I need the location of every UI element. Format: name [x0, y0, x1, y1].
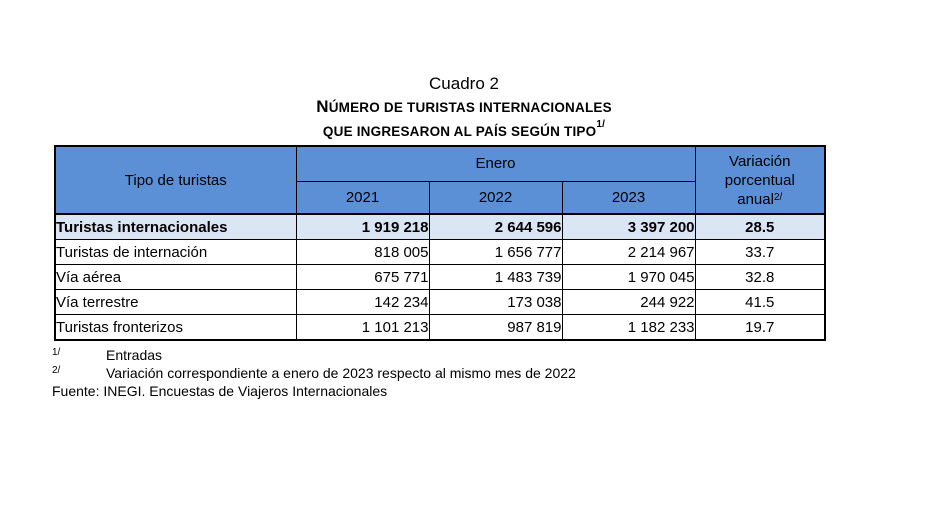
caption-title-line2: QUE INGRESARON AL PAÍS SEGÚN TIPO1/: [322, 119, 606, 139]
row-label: Turistas de internación: [54, 239, 297, 265]
row-label: Vía aérea: [54, 264, 297, 290]
cell-2022: 173 038: [428, 289, 563, 315]
cell-2023: 244 922: [561, 289, 696, 315]
header-year-2023: 2023: [561, 180, 696, 215]
row-label: Turistas fronterizos: [54, 314, 297, 341]
table-row: Turistas fronterizos 1 101 213 987 819 1…: [54, 314, 826, 341]
row-label: Turistas internacionales: [54, 213, 297, 240]
cell-2023: 3 397 200: [561, 213, 696, 240]
footnote-1: 1/ Entradas: [52, 346, 387, 364]
cell-2021: 142 234: [295, 289, 430, 315]
header-year-2021: 2021: [295, 180, 430, 215]
table-row: Vía terrestre 142 234 173 038 244 922 41…: [54, 289, 826, 315]
cell-2021: 1 919 218: [295, 213, 430, 240]
header-tipo: Tipo de turistas: [54, 145, 297, 215]
cell-variacion: 28.5: [694, 213, 826, 240]
table-row: Turistas de internación 818 005 1 656 77…: [54, 239, 826, 265]
cell-variacion: 32.8: [694, 264, 826, 290]
header-variacion: Variación porcentual anual2/: [694, 145, 826, 215]
footnote-2: 2/ Variación correspondiente a enero de …: [52, 364, 576, 382]
cell-2021: 818 005: [295, 239, 430, 265]
cell-2022: 987 819: [428, 314, 563, 341]
footnotes: 1/ Entradas 2/ Variación correspondiente…: [52, 346, 576, 400]
cell-2022: 2 644 596: [428, 213, 563, 240]
footnote-marker: 2/: [52, 365, 61, 376]
header-enero: Enero: [295, 145, 696, 182]
cell-2023: 1 970 045: [561, 264, 696, 290]
caption-number: Cuadro 2: [429, 74, 499, 93]
footnote-marker: 1/: [52, 347, 61, 358]
cell-2021: 675 771: [295, 264, 430, 290]
cell-variacion: 33.7: [694, 239, 826, 265]
cell-variacion: 19.7: [694, 314, 826, 341]
tourists-table: Tipo de turistas Enero Variación porcent…: [54, 145, 827, 341]
footnote-text: Entradas: [106, 347, 163, 363]
caption-title-line1: NÚMERO DE TURISTAS INTERNACIONALES: [316, 97, 612, 116]
footnote-ref-1: 1/: [596, 119, 606, 130]
table-row: Turistas internacionales 1 919 218 2 644…: [54, 213, 826, 240]
header-year-2022: 2022: [428, 180, 563, 215]
row-label: Vía terrestre: [54, 289, 297, 315]
footnote-text: Variación correspondiente a enero de 202…: [106, 365, 576, 381]
cell-2023: 2 214 967: [561, 239, 696, 265]
table-row: Vía aérea 675 771 1 483 739 1 970 045 32…: [54, 264, 826, 290]
cell-2021: 1 101 213: [295, 314, 430, 341]
cell-2022: 1 656 777: [428, 239, 563, 265]
cell-2023: 1 182 233: [561, 314, 696, 341]
cell-variacion: 41.5: [694, 289, 826, 315]
cell-2022: 1 483 739: [428, 264, 563, 290]
source-line: Fuente: INEGI. Encuestas de Viajeros Int…: [52, 383, 388, 399]
